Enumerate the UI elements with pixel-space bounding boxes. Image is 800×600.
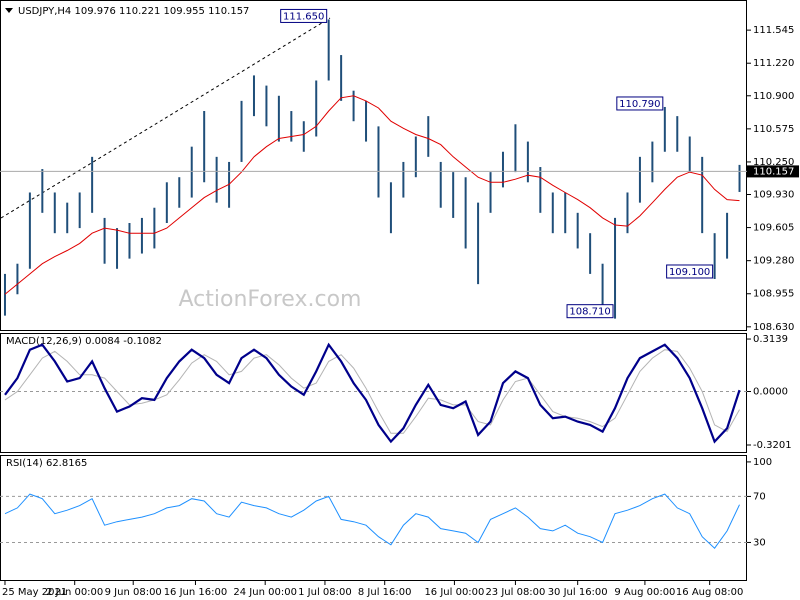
y-tick-label: 108.630	[753, 322, 794, 333]
x-tick-label: 8 Jul 16:00	[358, 587, 412, 598]
trend-line	[0, 17, 331, 219]
annotation-box	[280, 8, 328, 23]
rsi-title: RSI(14) 62.8165	[6, 458, 87, 469]
x-tick-label: 2 Jun 00:00	[46, 587, 103, 598]
price-panel	[0, 0, 747, 331]
y-tick-label: 110.900	[753, 91, 794, 102]
annotation-label: 110.790	[619, 99, 660, 110]
x-tick-label: 25 May 2021	[2, 587, 67, 598]
annotation-box	[616, 96, 664, 111]
x-tick-label: 16 Jul 00:00	[424, 587, 484, 598]
y-tick-label: -0.3201	[753, 440, 792, 451]
watermark: ActionForex.com	[179, 287, 362, 312]
y-tick-label: 30	[753, 537, 766, 548]
indicator-line	[4, 95, 740, 295]
macd-title: MACD(12,26,9) 0.0084 -0.1082	[6, 336, 162, 347]
annotation-label: 111.650	[283, 11, 324, 22]
menu-arrow	[5, 8, 13, 13]
y-tick-label: 108.955	[753, 289, 794, 300]
y-tick-label: 0.3139	[753, 334, 788, 345]
y-tick-label: 110.250	[753, 157, 794, 168]
x-tick-label: 16 Jun 16:00	[164, 587, 228, 598]
annotation-label: 108.710	[569, 307, 610, 318]
macd-panel	[0, 333, 747, 453]
annotation-label: 109.100	[669, 267, 710, 278]
annotation-box	[566, 304, 614, 319]
rsi-panel	[0, 455, 747, 581]
y-tick-label: 109.930	[753, 190, 794, 201]
indicator-line	[4, 342, 741, 444]
x-tick-label: 9 Jun 08:00	[105, 587, 162, 598]
x-tick-label: 30 Jul 16:00	[548, 587, 608, 598]
y-tick-label: 70	[753, 491, 766, 502]
x-tick-label: 23 Jul 08:00	[485, 587, 545, 598]
x-tick-label: 24 Jun 00:00	[233, 587, 297, 598]
annotation-box	[666, 264, 714, 279]
indicator-line	[4, 349, 740, 434]
x-tick-label: 16 Aug 08:00	[676, 587, 743, 598]
x-tick-label: 1 Jul 08:00	[298, 587, 352, 598]
x-tick-label: 9 Aug 00:00	[614, 587, 675, 598]
y-tick-label: 109.605	[753, 223, 794, 234]
y-tick-label: 100	[753, 457, 772, 468]
last-price-label: 110.157	[753, 166, 794, 177]
y-tick-label: 111.545	[753, 25, 794, 36]
symbol-title: USDJPY,H4 109.976 110.221 109.955 110.15…	[18, 6, 249, 17]
y-tick-label: 111.220	[753, 58, 794, 69]
y-tick-label: 0.0000	[753, 386, 788, 397]
y-tick-label: 110.575	[753, 124, 794, 135]
indicator-line	[4, 493, 740, 549]
y-tick-label: 109.280	[753, 256, 794, 267]
last-price-box	[747, 165, 799, 178]
